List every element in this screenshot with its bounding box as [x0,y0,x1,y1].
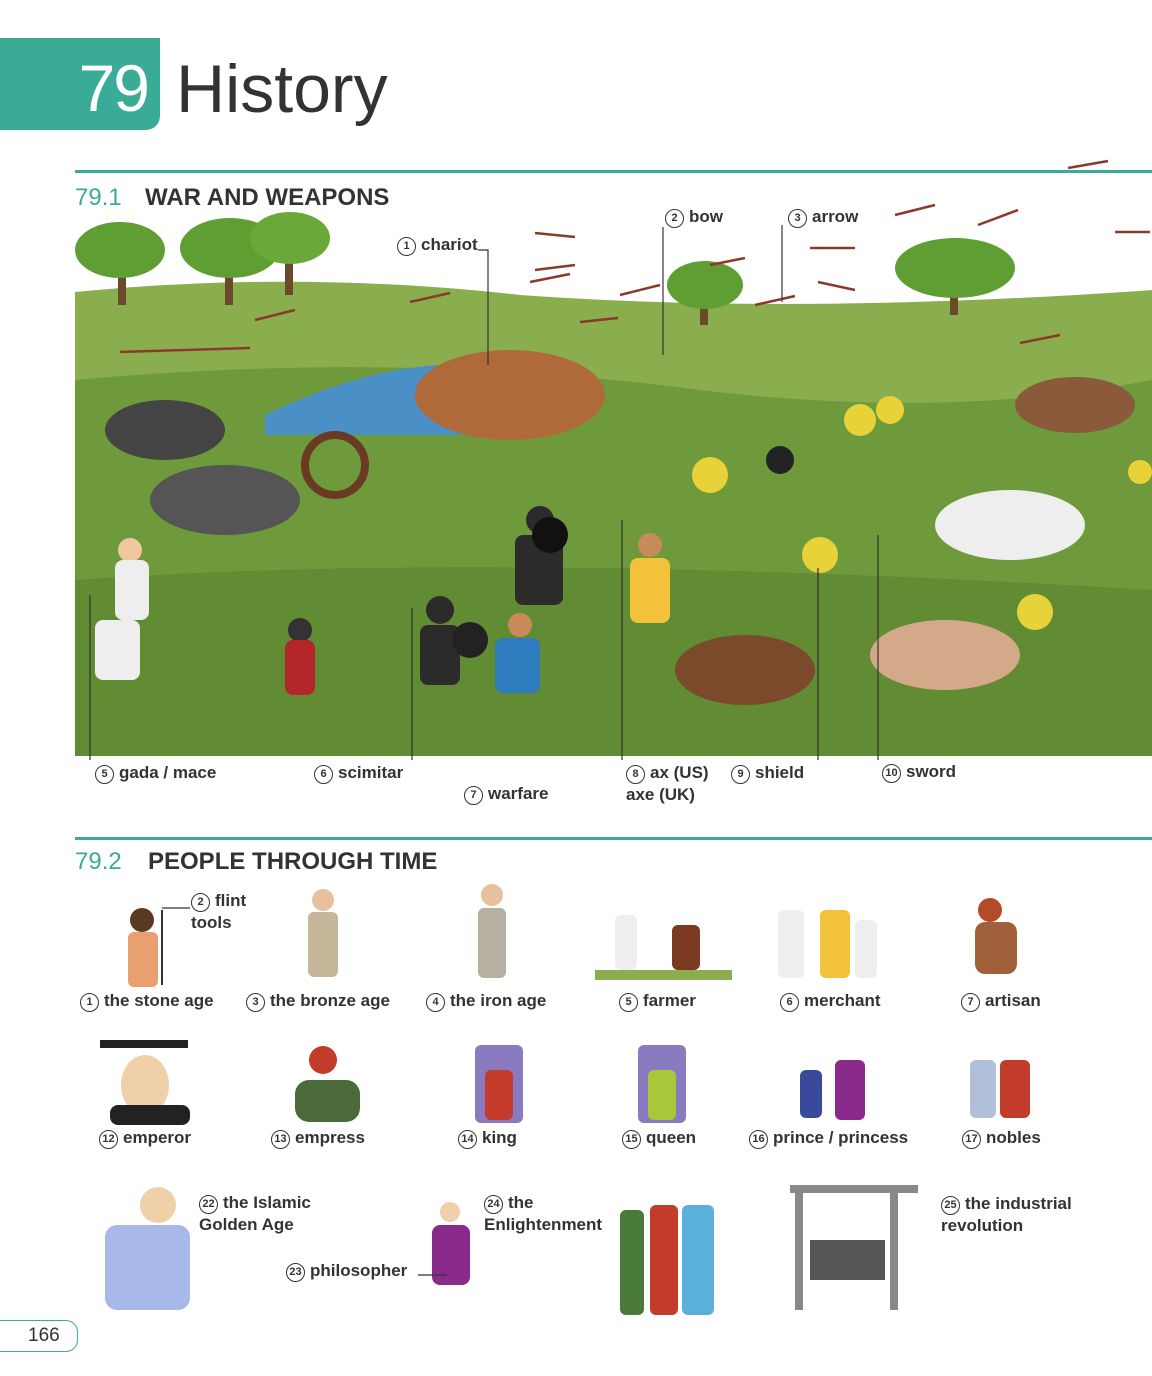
empress-icon [295,1046,360,1122]
label-chariot: 1 chariot [397,234,478,256]
philosopher-icon [432,1202,470,1285]
page-title: History [176,51,388,127]
label-artisan: 7 artisan [961,990,1041,1012]
industrial-loom-icon [790,1185,918,1310]
label-merchant: 6 merchant [780,990,881,1012]
queen-icon [638,1045,686,1123]
label-philosopher: 23 philosopher [286,1260,407,1282]
label-sword: 10 sword [882,761,956,783]
label-warfare: 7 warfare [464,783,548,805]
label-shield: 9 shield [731,762,804,784]
label-farmer: 5 farmer [619,990,696,1012]
label-queen: 15 queen [622,1127,696,1149]
label-stone-age: 1 the stone age [80,990,214,1012]
section-title: PEOPLE THROUGH TIME [148,848,438,875]
stone-age-figure-icon [128,908,163,987]
label-emperor: 12 emperor [99,1127,191,1149]
section-title: WAR AND WEAPONS [145,184,390,211]
people-illustrations [100,884,1030,1315]
prince-princess-icon [800,1060,865,1120]
section-number: 79.1 [75,184,122,211]
unit-number-tab: 79 [0,38,160,130]
unit-number: 79 [78,51,150,125]
label-industrial-revolution: 25 the industrial revolution [941,1194,1072,1235]
page-number: 166 [28,1325,60,1346]
battle-illustration [75,159,1152,760]
iron-age-figure-icon [478,884,506,978]
page-number-tab: 166 [0,1320,78,1352]
label-islamic-golden-age: 22 the Islamic Golden Age [199,1193,311,1234]
artisan-icon [975,898,1017,974]
section-number: 79.2 [75,848,122,875]
merchant-icon [778,910,877,978]
label-scimitar: 6 scimitar [314,762,403,784]
section-rule [75,170,1152,173]
label-prince-princess: 16 prince / princess [749,1127,908,1149]
nobles-icon [970,1060,1030,1118]
section-rule [75,837,1152,840]
label-iron-age: 4 the iron age [426,990,546,1012]
label-arrow: 3 arrow [788,206,858,228]
label-king: 14 king [458,1127,517,1149]
label-axe: 8 ax (US) axe (UK) [626,763,709,804]
islamic-scholar-icon [105,1187,190,1310]
enlightenment-group-icon [620,1205,714,1315]
tree-icon [75,212,1015,325]
emperor-icon [100,1040,190,1125]
arrow-icon [119,159,1150,354]
label-nobles: 17 nobles [962,1127,1041,1149]
label-flint-tools: 2 flint tools [191,891,247,932]
label-mace: 5 gada / mace [95,762,216,784]
king-icon [475,1045,523,1123]
bronze-age-figure-icon [308,889,338,977]
label-empress: 13 empress [271,1127,365,1149]
label-enlightenment: 24 the Enlightenment [484,1193,603,1234]
farmer-icon [595,915,732,980]
label-bronze-age: 3 the bronze age [246,990,390,1012]
label-bow: 2 bow [665,206,723,228]
